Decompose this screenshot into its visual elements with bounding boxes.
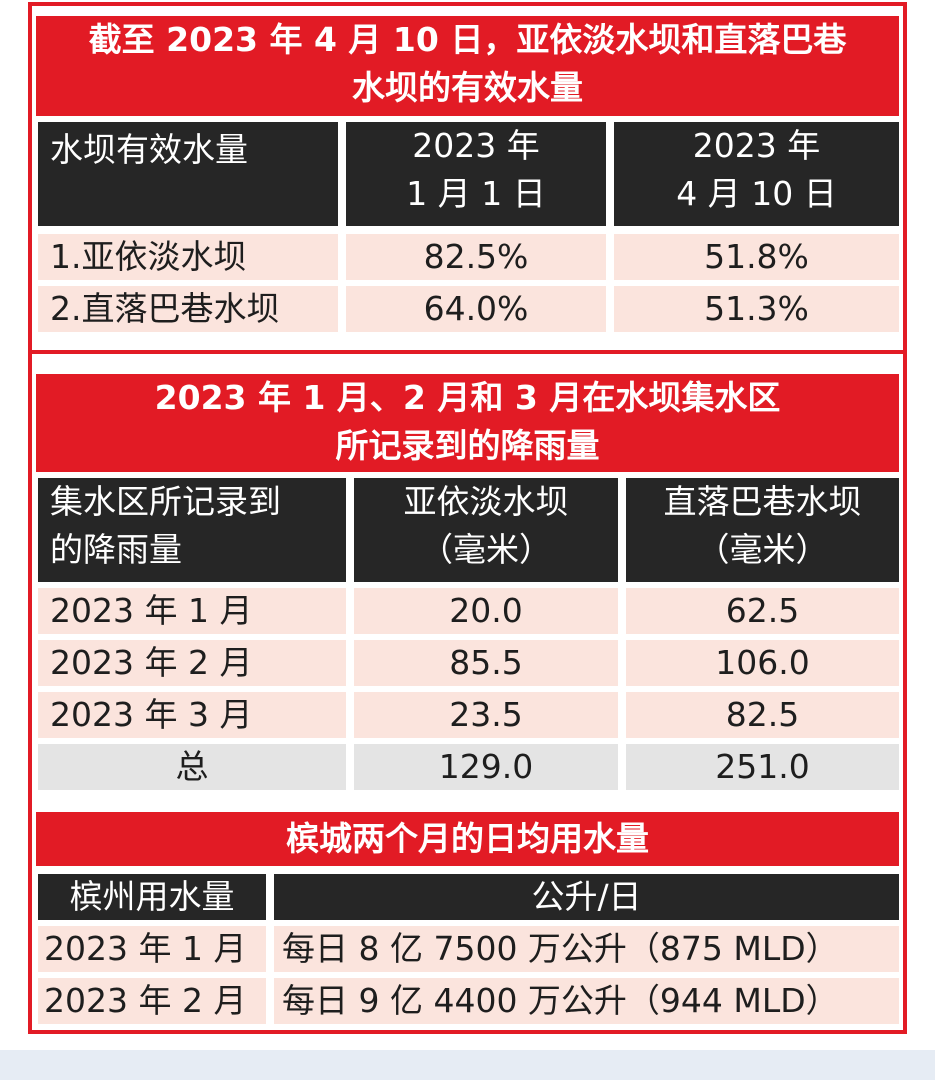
table-cell: 51.3% <box>614 286 899 332</box>
table1-header-capacity: 水坝有效水量 <box>38 122 338 226</box>
table2-total-ayer-itam: 129.0 <box>354 744 618 790</box>
table1-title: 截至 2023 年 4 月 10 日，亚依淡水坝和直落巴巷 水坝的有效水量 <box>36 16 899 116</box>
table-row: 2023 年 3 月 <box>38 692 346 738</box>
table-cell: 82.5% <box>346 234 606 280</box>
table3-header-usage: 槟州用水量 <box>38 874 266 920</box>
table-cell: 85.5 <box>354 640 618 686</box>
table-cell: 51.8% <box>614 234 899 280</box>
table-cell: 106.0 <box>626 640 899 686</box>
table-cell: 62.5 <box>626 588 899 634</box>
table-row: 2023 年 1 月 <box>38 588 346 634</box>
table2-header-teluk-bahang: 直落巴巷水坝 （毫米） <box>626 478 899 582</box>
table-row: 2023 年 2 月 <box>38 978 266 1024</box>
table2-header-ayer-itam: 亚依淡水坝 （毫米） <box>354 478 618 582</box>
section-divider <box>28 350 907 354</box>
table-cell: 20.0 <box>354 588 618 634</box>
table-cell: 82.5 <box>626 692 899 738</box>
table-cell: 每日 8 亿 7500 万公升（875 MLD） <box>274 926 899 972</box>
table2-title: 2023 年 1 月、2 月和 3 月在水坝集水区 所记录到的降雨量 <box>36 374 899 472</box>
table1-header-apr10: 2023 年 4 月 10 日 <box>614 122 899 226</box>
table3-title: 槟城两个月的日均用水量 <box>36 812 899 866</box>
table-cell: 23.5 <box>354 692 618 738</box>
table3-header-litres: 公升/日 <box>274 874 899 920</box>
table2-header-rainfall: 集水区所记录到 的降雨量 <box>38 478 346 582</box>
table-row: 2023 年 2 月 <box>38 640 346 686</box>
table2-total-label: 总 <box>38 744 346 790</box>
page-bottom-strip <box>0 1050 935 1080</box>
table2-total-teluk-bahang: 251.0 <box>626 744 899 790</box>
table-row: 1.亚依淡水坝 <box>38 234 338 280</box>
table-row: 2023 年 1 月 <box>38 926 266 972</box>
table1-header-jan1: 2023 年 1 月 1 日 <box>346 122 606 226</box>
table-cell: 每日 9 亿 4400 万公升（944 MLD） <box>274 978 899 1024</box>
table-cell: 64.0% <box>346 286 606 332</box>
table-row: 2.直落巴巷水坝 <box>38 286 338 332</box>
